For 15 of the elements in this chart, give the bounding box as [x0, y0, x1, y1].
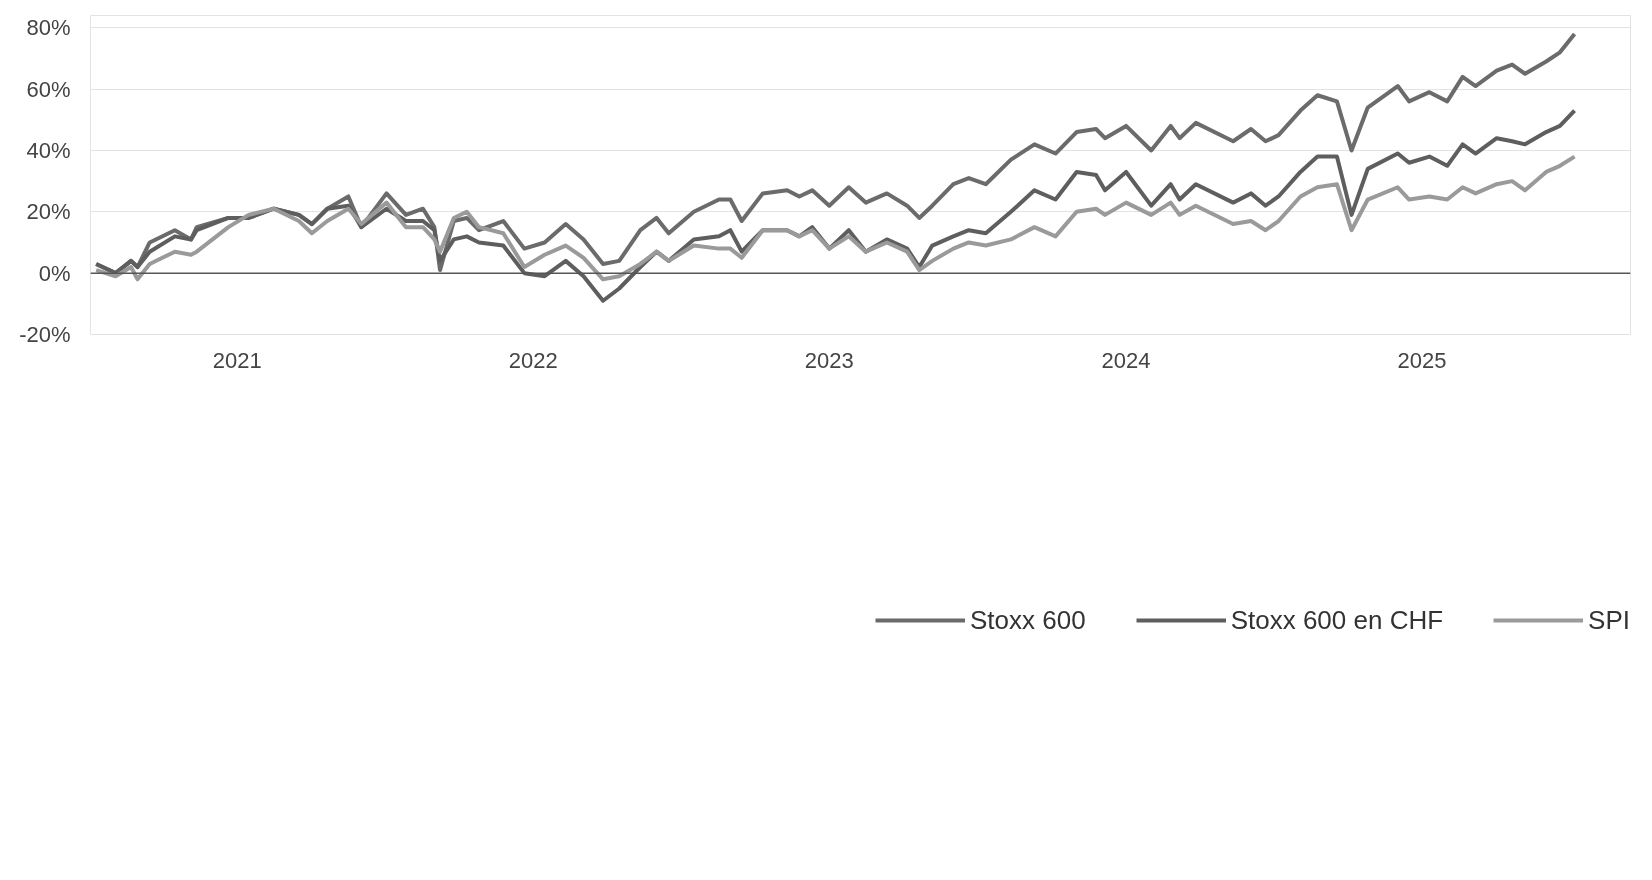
- x-tick-label: 2024: [1101, 347, 1151, 373]
- line-series: [94, 154, 1577, 282]
- y-tick-label: 20%: [26, 199, 71, 225]
- y-tick-label: 60%: [26, 76, 71, 102]
- y-tick-label: 80%: [26, 15, 71, 41]
- x-tick-label: 2021: [212, 347, 262, 373]
- y-tick-label: 0%: [38, 260, 71, 286]
- legend-label: SPI: [1588, 604, 1630, 636]
- legend-label: Stoxx 600: [970, 604, 1086, 636]
- x-tick-label: 2025: [1397, 347, 1447, 373]
- y-tick-label: 40%: [26, 137, 71, 163]
- legend-label: Stoxx 600 en CHF: [1230, 604, 1444, 636]
- x-tick-label: 2022: [508, 347, 558, 373]
- x-tick-label: 2023: [804, 347, 854, 373]
- y-tick-label: -20%: [19, 322, 71, 347]
